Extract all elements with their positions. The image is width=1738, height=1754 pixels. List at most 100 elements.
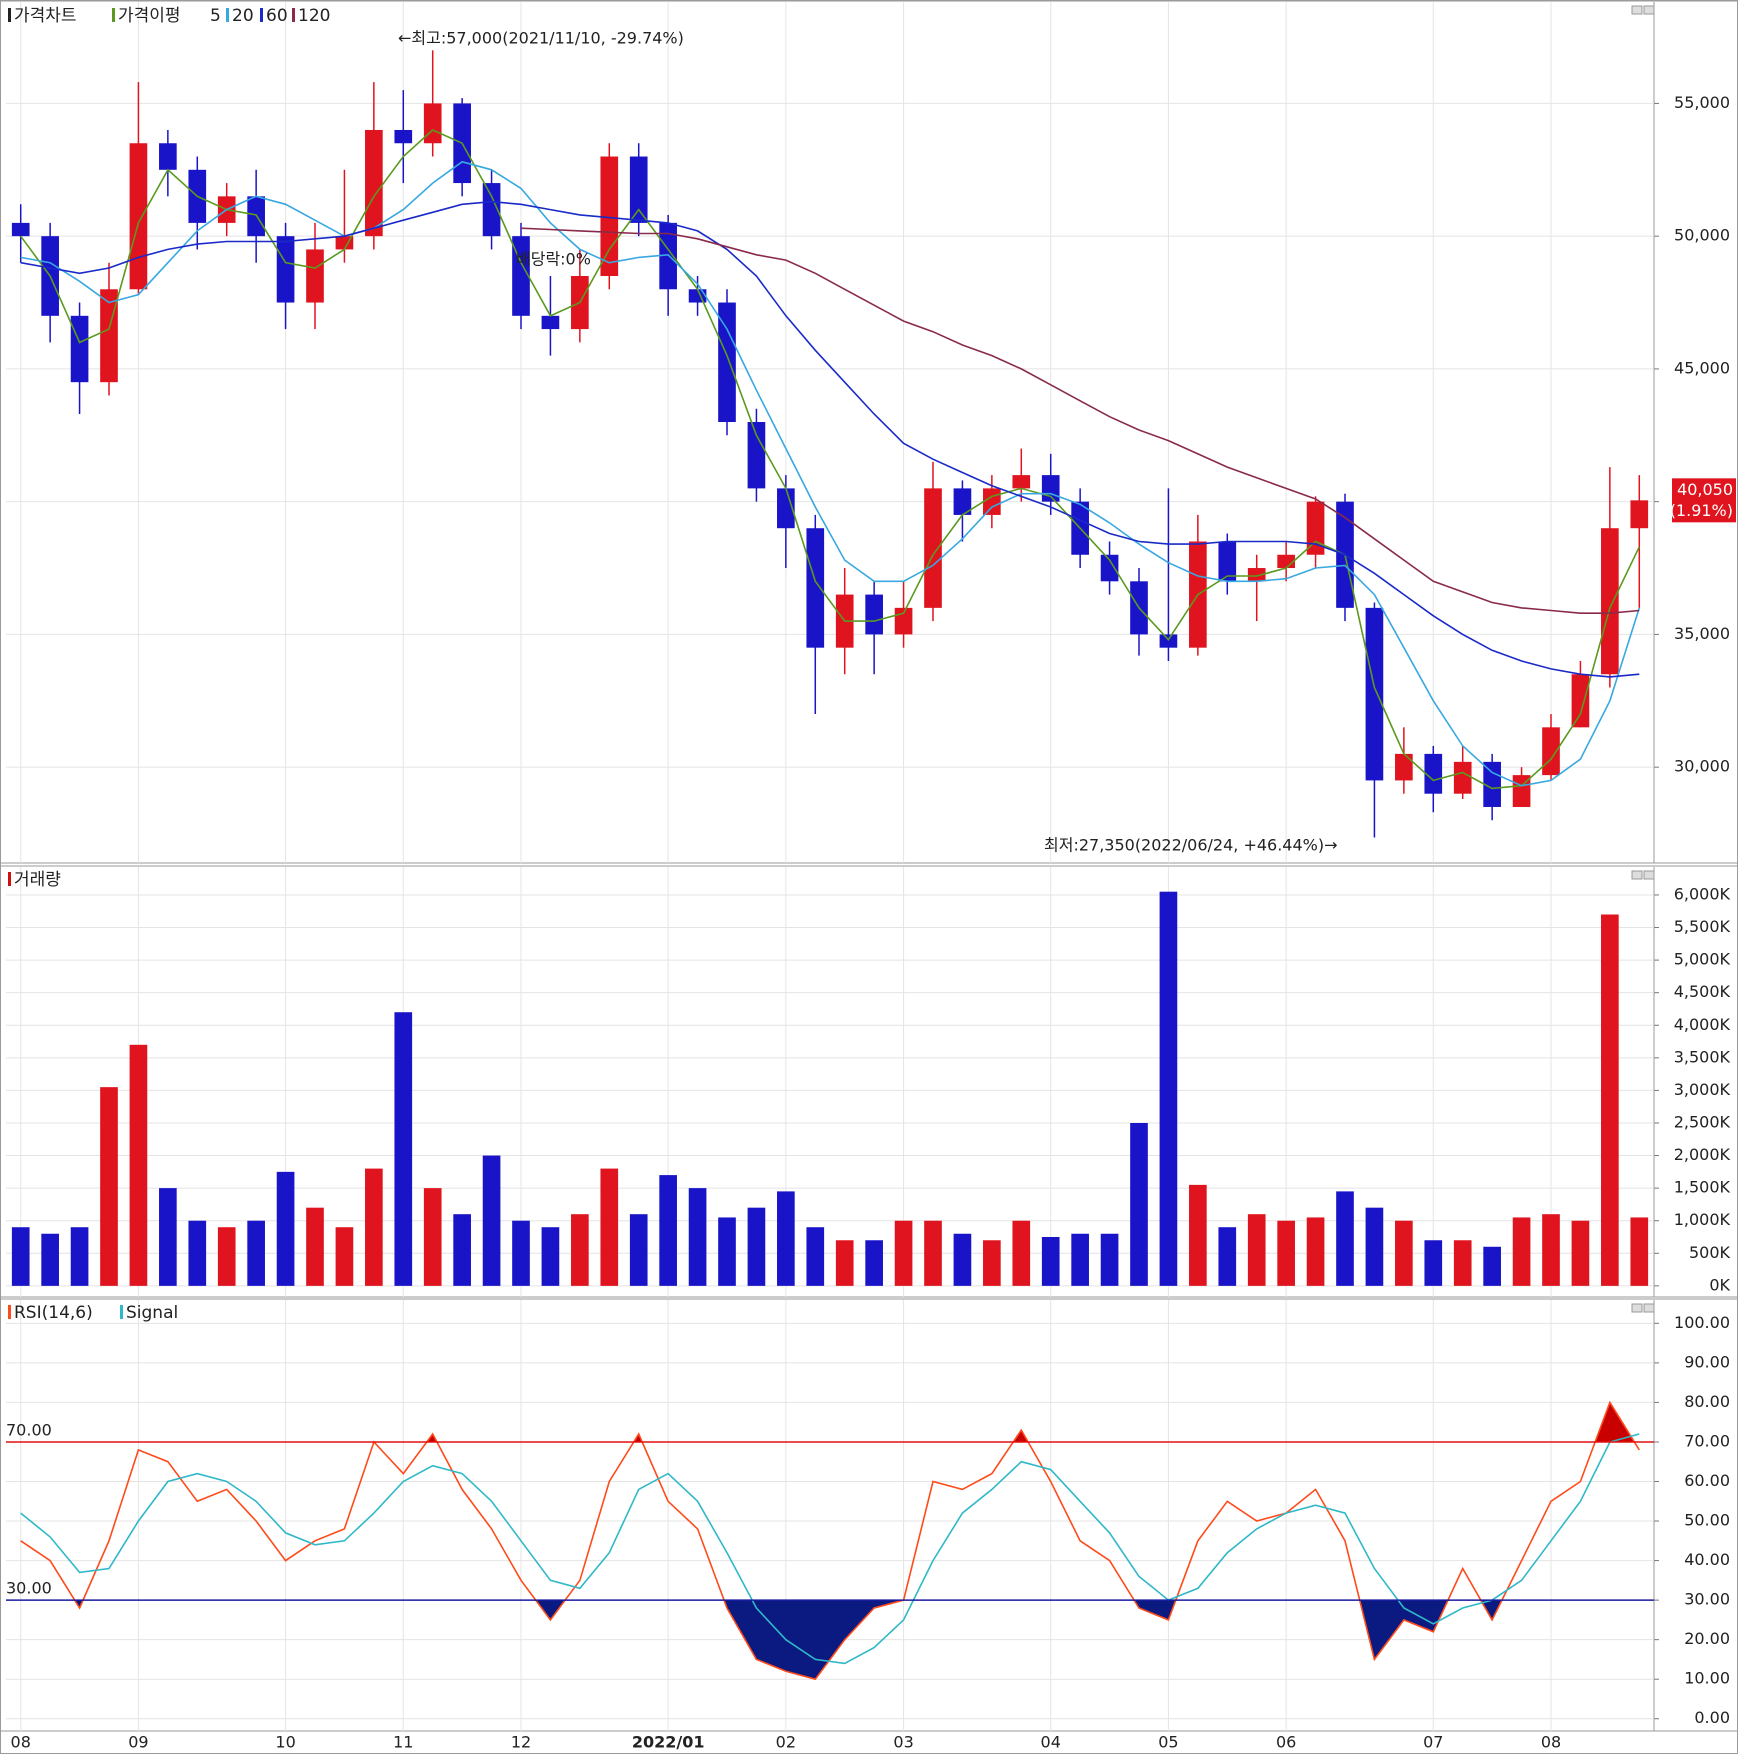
volume-bar — [394, 1012, 413, 1286]
volume-bar — [482, 1155, 501, 1286]
y-tick-label: 2,000K — [1674, 1145, 1731, 1164]
volume-bar — [365, 1168, 383, 1286]
y-tick-label: 2,500K — [1674, 1112, 1731, 1131]
y-tick-label: 3,000K — [1674, 1080, 1731, 1099]
candle-body — [1041, 475, 1060, 502]
y-tick-label: 1,500K — [1674, 1178, 1731, 1197]
candle-body — [70, 315, 89, 383]
candle-body — [482, 183, 501, 237]
last-change-label: (1.91%) — [1670, 501, 1733, 520]
volume-bar — [335, 1227, 354, 1286]
x-tick-label: 08 — [1541, 1733, 1561, 1752]
y-tick-label: 1,000K — [1674, 1210, 1731, 1229]
candle-body — [129, 143, 148, 290]
volume-bar — [129, 1044, 148, 1286]
volume-bar — [70, 1227, 89, 1286]
candle-body — [1247, 568, 1266, 582]
volume-bar — [1306, 1217, 1325, 1286]
candle-body — [659, 222, 677, 290]
legend-swatch — [8, 1305, 11, 1319]
volume-bar — [453, 1214, 471, 1286]
candle-body — [1630, 500, 1649, 529]
candle-body — [718, 302, 736, 423]
legend-swatch — [120, 1305, 123, 1319]
candle-body — [747, 422, 766, 489]
x-tick-label: 07 — [1423, 1733, 1443, 1752]
y-tick-label: 55,000 — [1674, 93, 1730, 112]
volume-bar — [835, 1240, 854, 1286]
panel-button[interactable] — [1631, 870, 1643, 880]
legend-label: 20 — [232, 6, 254, 26]
candle-body — [1012, 475, 1031, 489]
y-tick-label: 30.00 — [1684, 1590, 1730, 1609]
candle-body — [306, 249, 324, 303]
volume-bar — [306, 1207, 324, 1286]
candle-body — [11, 222, 30, 237]
x-tick-label: 09 — [128, 1733, 148, 1752]
moving-average-line — [20, 200, 1640, 678]
volume-bar — [188, 1220, 207, 1286]
panel-button[interactable] — [1643, 5, 1655, 15]
legend-label: 60 — [266, 6, 288, 26]
y-tick-label: 50,000 — [1674, 226, 1730, 245]
volume-bar — [541, 1227, 560, 1286]
volume-bar — [894, 1220, 913, 1286]
panel-button[interactable] — [1643, 1303, 1655, 1313]
y-tick-label: 6,000K — [1674, 884, 1731, 903]
x-tick-label: 11 — [393, 1733, 413, 1752]
candle-body — [629, 156, 648, 223]
legend-swatch — [260, 8, 263, 22]
candle-body — [1218, 541, 1237, 582]
y-tick-label: 5,000K — [1674, 950, 1731, 969]
moving-average-line — [520, 227, 1640, 614]
candle-body — [1483, 761, 1501, 807]
candle-body — [541, 315, 560, 330]
volume-bar — [41, 1233, 59, 1286]
volume-bar — [1630, 1217, 1649, 1286]
volume-bar — [1601, 914, 1619, 1286]
candle-body — [1571, 674, 1590, 728]
panel-button[interactable] — [1631, 5, 1643, 15]
y-tick-label: 40.00 — [1684, 1550, 1730, 1569]
panel-frame — [0, 0, 1738, 864]
volume-bar — [747, 1207, 766, 1286]
legend-swatch — [8, 872, 11, 886]
candle-body — [394, 129, 413, 144]
volume-bar — [1100, 1233, 1119, 1286]
volume-bar — [1159, 891, 1178, 1286]
panel-button[interactable] — [1631, 1303, 1643, 1313]
x-tick-label: 12 — [511, 1733, 531, 1752]
candle-body — [1159, 634, 1178, 648]
volume-bar — [1395, 1220, 1413, 1286]
y-tick-label: 3,500K — [1674, 1047, 1731, 1066]
volume-bar — [1218, 1227, 1237, 1286]
candle-body — [924, 488, 942, 608]
candle-body — [1100, 554, 1119, 582]
legend-swatch — [8, 8, 11, 22]
level-fill — [20, 1600, 1640, 1680]
y-tick-label: 30,000 — [1674, 757, 1730, 776]
volume-bar — [1336, 1191, 1354, 1286]
volume-bar — [11, 1227, 30, 1286]
panel-button[interactable] — [1643, 870, 1655, 880]
level-label: 70.00 — [6, 1420, 52, 1439]
legend-swatch — [292, 8, 295, 22]
volume-bar — [659, 1175, 677, 1286]
x-tick-label: 03 — [893, 1733, 913, 1752]
volume-bar — [159, 1188, 177, 1286]
x-tick-label: 08 — [11, 1733, 31, 1752]
volume-bar — [924, 1220, 942, 1286]
y-tick-label: 80.00 — [1684, 1392, 1730, 1411]
candle-body — [865, 594, 883, 635]
volume-bar — [571, 1214, 589, 1286]
y-tick-label: 4,000K — [1674, 1015, 1731, 1034]
legend-ma-title: 가격이평 — [118, 6, 181, 26]
volume-bar — [1041, 1236, 1060, 1286]
volume-bar — [276, 1171, 295, 1286]
volume-bar — [1571, 1220, 1590, 1286]
x-tick-label: 2022/01 — [632, 1733, 705, 1752]
volume-bar — [1512, 1217, 1531, 1286]
candle-body — [777, 488, 795, 529]
volume-bar — [806, 1227, 825, 1286]
